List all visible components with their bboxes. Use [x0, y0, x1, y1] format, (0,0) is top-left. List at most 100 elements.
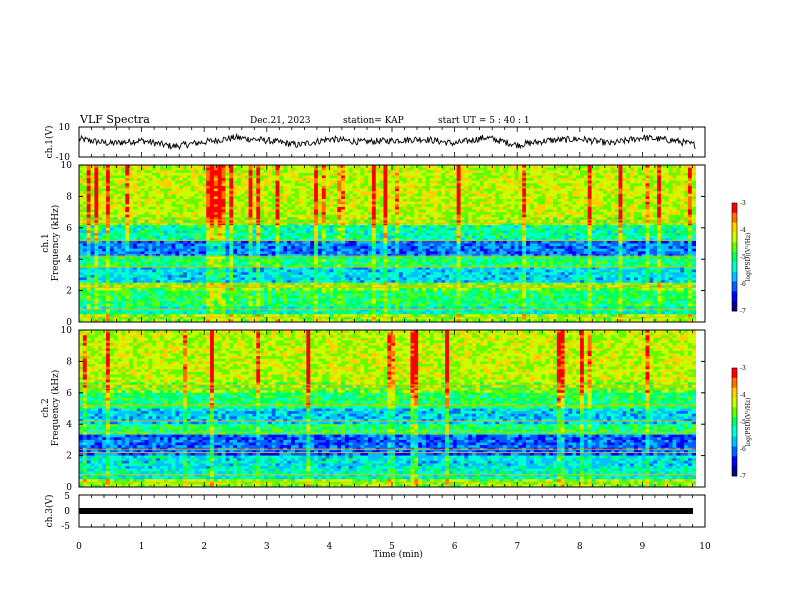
spectrogram-cell — [595, 173, 599, 176]
spectrogram-cell — [488, 170, 492, 173]
spectrogram-cell — [222, 189, 226, 192]
spectrogram-cell — [680, 204, 684, 207]
spectrogram-cell — [121, 230, 125, 233]
spectrogram-cell — [156, 225, 160, 228]
spectrogram-cell — [360, 220, 364, 223]
spectrogram-cell — [615, 228, 619, 231]
spectrogram-cell — [114, 199, 118, 202]
spectrogram-cell — [179, 183, 183, 186]
spectrogram-cell — [688, 244, 692, 247]
spectrogram-cell — [684, 168, 688, 171]
spectrogram-cell — [229, 228, 233, 231]
spectrogram-cell — [94, 202, 98, 205]
spectrogram-cell — [164, 233, 168, 236]
spectrogram-cell — [322, 178, 326, 181]
spectrogram-cell — [646, 236, 650, 239]
spectrogram-cell — [568, 191, 572, 194]
spectrogram-cell — [541, 204, 545, 207]
spectrogram-cell — [94, 241, 98, 244]
spectrogram-cell — [468, 175, 472, 178]
spectrogram-cell — [665, 233, 669, 236]
spectrogram-cell — [646, 194, 650, 197]
spectrogram-cell — [495, 209, 499, 212]
spectrogram-cell — [83, 228, 87, 231]
spectrogram-cell — [634, 228, 638, 231]
spectrogram-cell — [545, 207, 549, 210]
spectrogram-cell — [210, 207, 214, 210]
spectrogram-cell — [568, 228, 572, 231]
spectrogram-cell — [445, 202, 449, 205]
spectrogram-cell — [499, 168, 503, 171]
spectrogram-cell — [171, 194, 175, 197]
spectrogram-cell — [430, 170, 434, 173]
spectrogram-cell — [341, 178, 345, 181]
spectrogram-cell — [114, 178, 118, 181]
spectrogram-cell — [179, 241, 183, 244]
spectrogram-cell — [611, 194, 615, 197]
spectrogram-cell — [445, 230, 449, 233]
spectrogram-cell — [387, 209, 391, 212]
spectrogram-cell — [183, 181, 187, 184]
spectrogram-cell — [87, 215, 91, 218]
spectrogram-cell — [129, 225, 133, 228]
spectrogram-cell — [183, 228, 187, 231]
spectrogram-cell — [195, 181, 199, 184]
spectrogram-cell — [349, 241, 353, 244]
spectrogram-cell — [672, 204, 676, 207]
spectrogram-cell — [279, 181, 283, 184]
spectrogram-cell — [372, 207, 376, 210]
spectrogram-cell — [322, 191, 326, 194]
spectrogram-cell — [318, 183, 322, 186]
spectrogram-cell — [449, 220, 453, 223]
spectrogram-cell — [233, 209, 237, 212]
spectrogram-cell — [576, 202, 580, 205]
spectrogram-cell — [545, 181, 549, 184]
spectrogram-cell — [137, 183, 141, 186]
spectrogram-cell — [168, 228, 172, 231]
spectrogram-cell — [225, 204, 229, 207]
spectrogram-cell — [472, 183, 476, 186]
spectrogram-cell — [530, 181, 534, 184]
spectrogram-cell — [218, 189, 222, 192]
spectrogram-cell — [507, 244, 511, 247]
spectrogram-cell — [129, 194, 133, 197]
spectrogram-cell — [318, 241, 322, 244]
spectrogram-cell — [615, 170, 619, 173]
spectrogram-cell — [488, 183, 492, 186]
spectrogram-cell — [669, 191, 673, 194]
spectrogram-cell — [387, 244, 391, 247]
spectrogram-cell — [538, 233, 542, 236]
spectrogram-cell — [430, 202, 434, 205]
spectrogram-cell — [534, 178, 538, 181]
spectrogram-cell — [453, 178, 457, 181]
spectrogram-cell — [607, 244, 611, 247]
spectrogram-cell — [480, 175, 484, 178]
spectrogram-cell — [118, 175, 122, 178]
spectrogram-cell — [295, 175, 299, 178]
spectrogram-cell — [164, 202, 168, 205]
spectrogram-cell — [638, 196, 642, 199]
spectrogram-cell — [333, 183, 337, 186]
spectrogram-cell — [256, 175, 260, 178]
spectrogram-cell — [287, 194, 291, 197]
spectrogram-cell — [661, 204, 665, 207]
spectrogram-cell — [426, 207, 430, 210]
spectrogram-cell — [692, 230, 696, 233]
spectrogram-cell — [79, 178, 83, 181]
spectrogram-cell — [657, 199, 661, 202]
spectrogram-cell — [314, 230, 318, 233]
spectrogram-cell — [264, 244, 268, 247]
spectrogram-cell — [264, 225, 268, 228]
spectrogram-cell — [541, 228, 545, 231]
spectrogram-cell — [171, 228, 175, 231]
spectrogram-cell — [395, 230, 399, 233]
spectrogram-cell — [233, 215, 237, 218]
spectrogram-cell — [684, 189, 688, 192]
spectrogram-cell — [414, 244, 418, 247]
spectrogram-cell — [252, 204, 256, 207]
spectrogram-cell — [283, 181, 287, 184]
spectrogram-cell — [638, 230, 642, 233]
spectrogram-cell — [364, 212, 368, 215]
spectrogram-cell — [276, 215, 280, 218]
spectrogram-cell — [118, 178, 122, 181]
